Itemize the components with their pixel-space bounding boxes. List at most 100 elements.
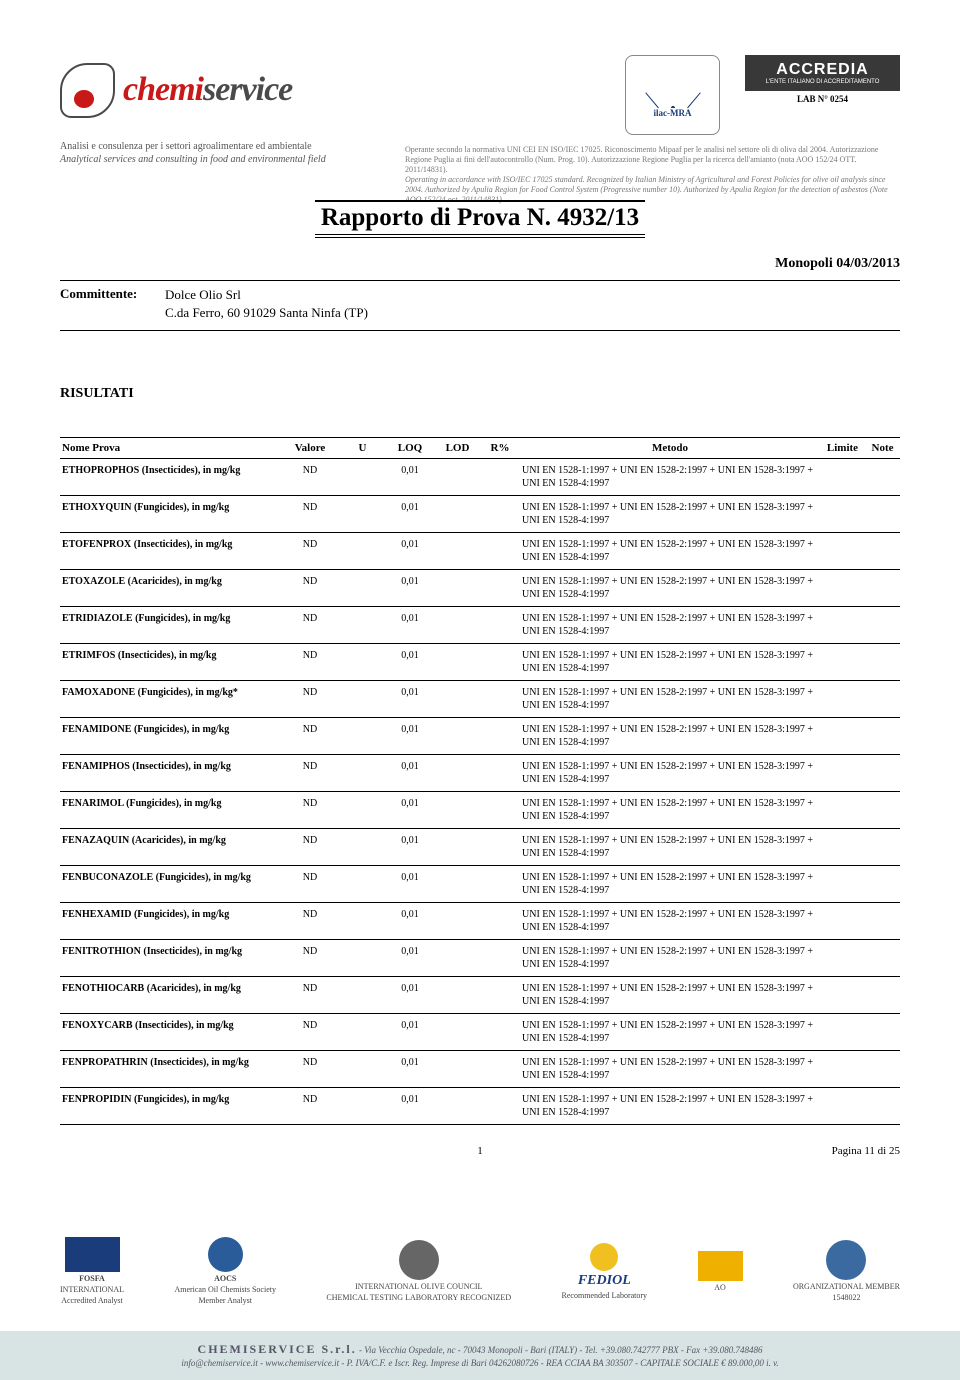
table-header-row: Nome Prova Valore U LOQ LOD R% Metodo Li…	[60, 438, 900, 459]
cell-met: UNI EN 1528-1:1997 + UNI EN 1528-2:1997 …	[520, 829, 820, 866]
cell-loq: 0,01	[385, 644, 435, 681]
cell-val: ND	[280, 977, 340, 1014]
cell-lod	[435, 792, 480, 829]
cell-loq: 0,01	[385, 903, 435, 940]
cell-r	[480, 977, 520, 1014]
table-row: FENOTHIOCARB (Acaricides), in mg/kgND0,0…	[60, 977, 900, 1014]
cell-loq: 0,01	[385, 1051, 435, 1088]
cell-lod	[435, 570, 480, 607]
table-row: FENAMIPHOS (Insecticides), in mg/kgND0,0…	[60, 755, 900, 792]
cell-met: UNI EN 1528-1:1997 + UNI EN 1528-2:1997 …	[520, 792, 820, 829]
table-row: FENBUCONAZOLE (Fungicides), in mg/kgND0,…	[60, 866, 900, 903]
cell-met: UNI EN 1528-1:1997 + UNI EN 1528-2:1997 …	[520, 940, 820, 977]
accredia-lab: LAB N° 0254	[745, 94, 900, 104]
report-date: Monopoli 04/03/2013	[60, 256, 900, 272]
cell-loq: 0,01	[385, 829, 435, 866]
table-row: ETOXAZOLE (Acaricides), in mg/kgND0,01UN…	[60, 570, 900, 607]
fosfa-icon	[65, 1237, 120, 1272]
cell-lod	[435, 496, 480, 533]
astm-icon	[826, 1240, 866, 1280]
cell-loq: 0,01	[385, 718, 435, 755]
cell-note	[865, 459, 900, 496]
cell-lod	[435, 1051, 480, 1088]
company-block: chemiservice Analisi e consulenza per i …	[60, 55, 390, 205]
table-row: FENOXYCARB (Insecticides), in mg/kgND0,0…	[60, 1014, 900, 1051]
cell-u	[340, 1051, 385, 1088]
cell-u	[340, 718, 385, 755]
cell-name: FENOTHIOCARB (Acaricides), in mg/kg	[60, 977, 280, 1014]
mf-icon	[698, 1251, 743, 1281]
footer-bar: CHEMISERVICE S.r.l. - Via Vecchia Ospeda…	[0, 1331, 960, 1380]
cell-u	[340, 1088, 385, 1125]
table-row: FENITROTHION (Insecticides), in mg/kgND0…	[60, 940, 900, 977]
smallprint-it: Operante secondo la normativa UNI CEI EN…	[405, 145, 900, 175]
ioc-icon	[399, 1240, 439, 1280]
cell-u	[340, 570, 385, 607]
cell-u	[340, 533, 385, 570]
cell-loq: 0,01	[385, 866, 435, 903]
cell-r	[480, 903, 520, 940]
footer-line2: info@chemiservice.it - www.chemiservice.…	[181, 1358, 778, 1368]
col-loq: LOQ	[385, 438, 435, 459]
aocs-icon	[208, 1237, 243, 1272]
astm-logo: ORGANIZATIONAL MEMBER 1548022	[793, 1240, 900, 1302]
cell-note	[865, 977, 900, 1014]
committente-addr: C.da Ferro, 60 91029 Santa Ninfa (TP)	[165, 304, 368, 322]
cell-u	[340, 644, 385, 681]
cell-loq: 0,01	[385, 792, 435, 829]
cell-name: ETOXAZOLE (Acaricides), in mg/kg	[60, 570, 280, 607]
cell-lod	[435, 533, 480, 570]
report-title: Rapporto di Prova N. 4932/13	[315, 200, 645, 238]
cell-lim	[820, 755, 865, 792]
cell-val: ND	[280, 718, 340, 755]
cell-note	[865, 570, 900, 607]
footer-company: CHEMISERVICE S.r.l.	[198, 1342, 357, 1356]
cell-lod	[435, 681, 480, 718]
cell-val: ND	[280, 792, 340, 829]
cell-r	[480, 1014, 520, 1051]
cell-name: FENOXYCARB (Insecticides), in mg/kg	[60, 1014, 280, 1051]
tagline-en: Analytical services and consulting in fo…	[60, 153, 390, 166]
col-lod: LOD	[435, 438, 480, 459]
cell-met: UNI EN 1528-1:1997 + UNI EN 1528-2:1997 …	[520, 866, 820, 903]
cell-lim	[820, 903, 865, 940]
cell-met: UNI EN 1528-1:1997 + UNI EN 1528-2:1997 …	[520, 570, 820, 607]
cell-note	[865, 1014, 900, 1051]
cell-lod	[435, 607, 480, 644]
cell-val: ND	[280, 866, 340, 903]
cell-loq: 0,01	[385, 607, 435, 644]
cell-name: FENPROPIDIN (Fungicides), in mg/kg	[60, 1088, 280, 1125]
cell-met: UNI EN 1528-1:1997 + UNI EN 1528-2:1997 …	[520, 1088, 820, 1125]
cell-r	[480, 940, 520, 977]
cell-lim	[820, 792, 865, 829]
cell-lim	[820, 533, 865, 570]
cell-u	[340, 903, 385, 940]
cell-lim	[820, 977, 865, 1014]
cell-met: UNI EN 1528-1:1997 + UNI EN 1528-2:1997 …	[520, 496, 820, 533]
fosfa-logo: FOSFA INTERNATIONAL Accredited Analyst	[60, 1237, 124, 1305]
cell-name: FENPROPATHRIN (Insecticides), in mg/kg	[60, 1051, 280, 1088]
cell-u	[340, 792, 385, 829]
cell-met: UNI EN 1528-1:1997 + UNI EN 1528-2:1997 …	[520, 903, 820, 940]
cell-lim	[820, 940, 865, 977]
cell-lim	[820, 1051, 865, 1088]
cell-val: ND	[280, 1051, 340, 1088]
cell-note	[865, 755, 900, 792]
cell-r	[480, 755, 520, 792]
tagline-it: Analisi e consulenza per i settori agroa…	[60, 140, 390, 153]
cell-note	[865, 1088, 900, 1125]
col-name: Nome Prova	[60, 438, 280, 459]
cell-val: ND	[280, 940, 340, 977]
cell-lod	[435, 977, 480, 1014]
cell-r	[480, 681, 520, 718]
table-row: FENARIMOL (Fungicides), in mg/kgND0,01UN…	[60, 792, 900, 829]
col-met: Metodo	[520, 438, 820, 459]
cell-lim	[820, 644, 865, 681]
cell-u	[340, 607, 385, 644]
cell-r	[480, 718, 520, 755]
table-row: ETHOPROPHOS (Insecticides), in mg/kgND0,…	[60, 459, 900, 496]
cell-r	[480, 866, 520, 903]
cell-val: ND	[280, 755, 340, 792]
cell-lod	[435, 829, 480, 866]
cell-val: ND	[280, 607, 340, 644]
